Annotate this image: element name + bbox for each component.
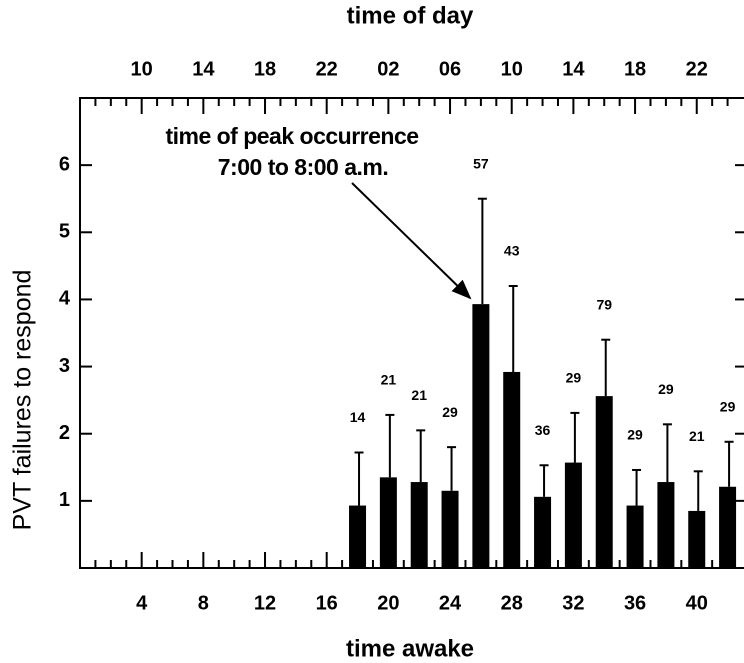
x2-tick-label: 22 <box>316 58 338 80</box>
bar <box>688 510 706 568</box>
x2-tick-label: 14 <box>192 58 215 80</box>
count-label: 29 <box>658 381 674 397</box>
x-tick-label: 20 <box>377 592 399 614</box>
y-tick-label: 6 <box>59 153 70 175</box>
y-tick-label: 3 <box>59 355 70 377</box>
x-tick-label: 8 <box>198 592 209 614</box>
chart-title: time of day <box>347 2 474 29</box>
x-tick-label: 28 <box>501 592 523 614</box>
x-tick-label: 24 <box>439 592 462 614</box>
x-tick-label: 40 <box>686 592 708 614</box>
count-label: 21 <box>411 387 427 403</box>
x2-tick-label: 06 <box>439 58 461 80</box>
count-label: 57 <box>473 155 489 171</box>
bar <box>472 304 490 568</box>
count-label: 29 <box>627 427 643 443</box>
bar <box>503 371 521 568</box>
bar <box>410 482 428 568</box>
x2-tick-label: 02 <box>377 58 399 80</box>
y-tick-label: 2 <box>59 422 70 444</box>
x2-tick-label: 18 <box>254 58 276 80</box>
count-label: 43 <box>504 243 520 259</box>
count-label: 14 <box>350 409 366 425</box>
x2-tick-label: 22 <box>686 58 708 80</box>
bar <box>719 486 737 568</box>
y-tick-label: 5 <box>59 221 70 243</box>
bar <box>349 505 367 568</box>
x-tick-label: 12 <box>254 592 276 614</box>
annotation: time of peak occurrence <box>165 123 418 149</box>
count-label: 29 <box>566 370 582 386</box>
bar <box>564 462 582 568</box>
count-label: 21 <box>381 372 397 388</box>
count-label: 21 <box>689 428 705 444</box>
y-tick-label: 4 <box>59 288 71 310</box>
y-axis-title: PVT failures to respond <box>9 270 37 531</box>
bar <box>379 477 397 568</box>
x-tick-label: 4 <box>136 592 148 614</box>
x-tick-label: 16 <box>316 592 338 614</box>
x2-tick-label: 10 <box>131 58 153 80</box>
y-tick-label: 1 <box>59 489 70 511</box>
x-axis-title: time awake <box>346 635 474 662</box>
x2-tick-label: 14 <box>562 58 585 80</box>
bar <box>595 396 613 568</box>
count-label: 29 <box>442 404 458 420</box>
x2-tick-label: 18 <box>624 58 646 80</box>
x-tick-label: 32 <box>562 592 584 614</box>
bar <box>441 490 459 568</box>
annotation-arrow <box>351 182 472 300</box>
x-tick-label: 36 <box>624 592 646 614</box>
bar <box>626 505 644 568</box>
count-label: 29 <box>720 398 736 414</box>
bar <box>534 496 552 568</box>
annotation: 7:00 to 8:00 a.m. <box>218 154 388 180</box>
x2-tick-label: 10 <box>501 58 523 80</box>
count-label: 36 <box>535 422 551 438</box>
bar <box>657 482 675 568</box>
count-label: 79 <box>596 296 612 312</box>
